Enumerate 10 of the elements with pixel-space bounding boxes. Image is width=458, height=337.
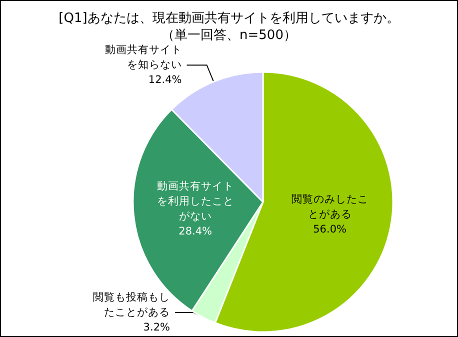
chart-subtitle: （単一回答、n=500）	[162, 28, 296, 43]
slice-label: 動画共有サイトを利用したことがない	[156, 179, 234, 222]
slice-label: 閲覧も投稿もしたことがある	[92, 290, 170, 318]
data-label: 28.4%	[178, 225, 212, 238]
chart-title: [Q1]あなたは、現在動画共有サイトを利用していますか。	[58, 11, 400, 26]
slice-label: 閲覧のみしたことがある	[291, 194, 368, 221]
slice-label: 動画共有サイトを知らない	[104, 43, 182, 72]
data-label: 56.0%	[313, 224, 346, 236]
data-label: 3.2%	[143, 322, 170, 334]
data-label: 12.4%	[148, 74, 182, 86]
